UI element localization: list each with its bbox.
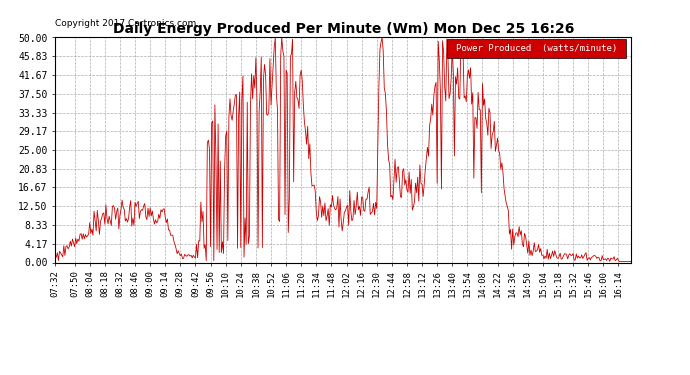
Text: Copyright 2017 Cartronics.com: Copyright 2017 Cartronics.com <box>55 20 197 28</box>
Text: Power Produced  (watts/minute): Power Produced (watts/minute) <box>455 44 617 52</box>
FancyBboxPatch shape <box>447 39 626 58</box>
Title: Daily Energy Produced Per Minute (Wm) Mon Dec 25 16:26: Daily Energy Produced Per Minute (Wm) Mo… <box>112 22 574 36</box>
